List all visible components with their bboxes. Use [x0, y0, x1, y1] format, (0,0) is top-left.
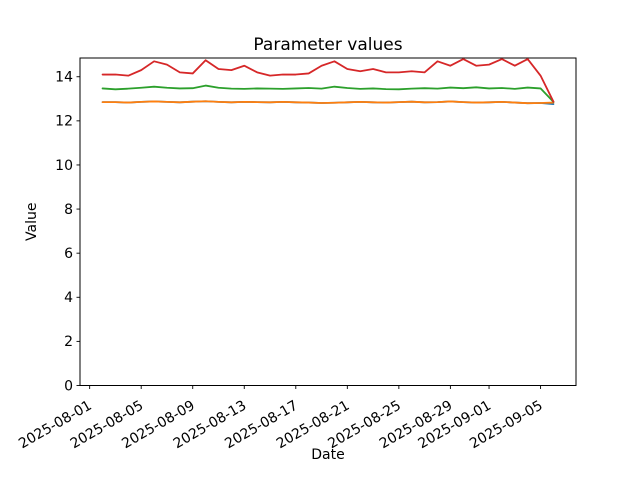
y-tick-label: 10: [55, 158, 73, 174]
y-tick-label: 12: [55, 114, 73, 130]
y-tick-label: 6: [64, 246, 73, 262]
y-tick-label: 0: [64, 378, 73, 394]
x-axis-label: Date: [311, 447, 344, 463]
series-orange-line: [101, 100, 555, 105]
series-green-line: [101, 84, 555, 103]
y-tick-label: 8: [64, 202, 73, 218]
y-tick-label: 2: [64, 334, 73, 350]
series-red-line: [101, 58, 555, 103]
series-lines: [101, 58, 555, 105]
y-tick-label: 14: [55, 70, 73, 86]
y-axis-label: Value: [24, 203, 40, 241]
y-axis-ticks: 0 2 4 6 8 10 12 14: [55, 70, 80, 394]
y-tick-label: 4: [64, 290, 73, 306]
x-axis-ticks: 2025-08-012025-08-052025-08-092025-08-13…: [16, 385, 546, 452]
chart-title: Parameter values: [253, 35, 402, 55]
plot-area: [79, 57, 577, 386]
